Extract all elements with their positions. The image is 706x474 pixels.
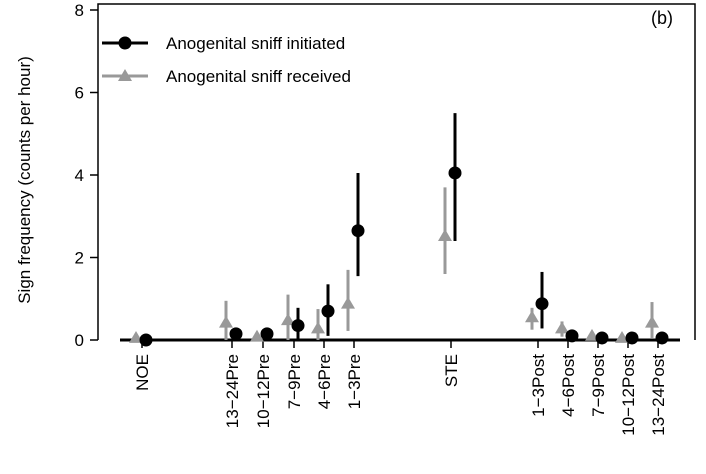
point-received	[311, 321, 325, 334]
point-received	[438, 229, 452, 241]
x-tick-label: 13−24Post	[649, 354, 668, 436]
panel-label: (b)	[651, 8, 673, 28]
x-tick-label: 10−12Post	[619, 354, 638, 436]
x-tick-label: 4−6Pre	[315, 354, 334, 409]
x-tick-label: 7−9Pre	[285, 354, 304, 409]
point-initiated	[655, 331, 669, 345]
x-axis: NOE 13−24Pre 10−12Pre 7−9Pre 4−6Pre 1−3Pre STE…	[120, 338, 680, 436]
data-marks	[129, 113, 669, 347]
point-received	[555, 321, 569, 334]
plot-border	[97, 3, 696, 340]
x-tick-label: NOE	[133, 354, 152, 391]
point-received	[219, 315, 233, 328]
legend-label-initiated: Anogenital sniff initiated	[166, 34, 345, 53]
point-received	[281, 313, 295, 326]
point-received	[585, 328, 599, 341]
point-initiated	[351, 224, 365, 238]
y-tick-label: 0	[75, 331, 84, 350]
point-initiated	[448, 166, 462, 180]
x-tick-label: 7−9Post	[589, 354, 608, 417]
y-tick-label: 4	[75, 166, 84, 185]
x-tick-label: 4−6Post	[559, 354, 578, 417]
point-initiated	[321, 304, 335, 318]
point-initiated	[625, 331, 639, 345]
y-tick-label: 6	[75, 84, 84, 103]
legend-marker-initiated	[118, 36, 132, 50]
plot-frame	[97, 3, 696, 340]
point-initiated	[260, 327, 274, 341]
legend-marker-received	[118, 69, 132, 81]
point-received	[645, 315, 659, 328]
x-tick-label: 1−3Pre	[345, 354, 364, 409]
y-axis: 0 2 4 6 8	[75, 1, 98, 350]
point-received	[129, 330, 143, 343]
point-initiated	[535, 297, 549, 311]
point-received	[341, 296, 355, 309]
y-tick-label: 8	[75, 1, 84, 20]
y-axis-title: Sign frequency (counts per hour)	[15, 56, 34, 304]
x-tick-label: STE	[442, 354, 461, 387]
y-tick-label: 2	[75, 249, 84, 268]
point-initiated	[229, 327, 243, 341]
point-received	[525, 310, 539, 323]
x-tick-label: 1−3Post	[529, 354, 548, 417]
point-initiated	[139, 333, 153, 347]
point-received	[615, 330, 629, 343]
point-initiated	[565, 329, 579, 343]
point-received	[250, 329, 264, 342]
legend: Anogenital sniff initiated Anogenital sni…	[102, 34, 351, 86]
x-tick-label: 10−12Pre	[254, 354, 273, 428]
legend-label-received: Anogenital sniff received	[166, 67, 351, 86]
point-initiated	[595, 331, 609, 345]
point-initiated	[291, 319, 305, 333]
x-tick-label: 13−24Pre	[223, 354, 242, 428]
